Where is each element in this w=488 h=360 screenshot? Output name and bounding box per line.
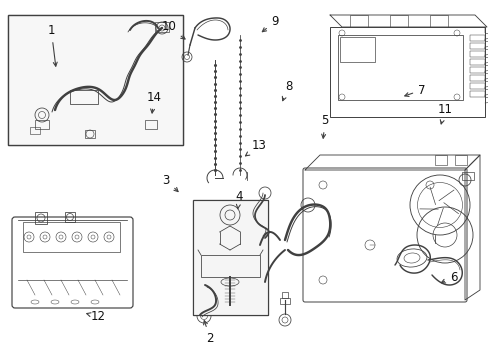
Bar — [65, 212, 75, 222]
Text: 8: 8 — [282, 80, 292, 101]
Bar — [469, 43, 484, 49]
Text: 1: 1 — [47, 24, 57, 66]
Bar — [434, 155, 446, 165]
Text: 9: 9 — [262, 15, 278, 32]
Bar — [469, 83, 484, 89]
Bar — [339, 37, 374, 62]
Text: 11: 11 — [437, 103, 451, 124]
Bar — [454, 155, 466, 165]
Bar — [469, 59, 484, 65]
Bar — [469, 51, 484, 57]
Bar — [85, 130, 95, 138]
Bar — [193, 200, 267, 315]
Bar — [280, 298, 289, 304]
Bar — [23, 222, 120, 252]
Bar — [469, 35, 484, 41]
Bar — [193, 200, 267, 315]
Bar — [469, 75, 484, 81]
Bar — [389, 15, 407, 27]
Text: 2: 2 — [203, 321, 214, 345]
Bar — [8, 15, 183, 145]
Bar — [35, 212, 47, 224]
Bar — [30, 127, 40, 134]
Text: 7: 7 — [404, 84, 425, 96]
Bar — [35, 120, 49, 129]
Text: 13: 13 — [245, 139, 266, 156]
Bar — [193, 200, 267, 315]
Text: 10: 10 — [161, 21, 184, 39]
Bar — [8, 15, 183, 145]
Bar — [70, 90, 98, 104]
Bar — [145, 120, 157, 129]
Bar — [337, 35, 462, 100]
Bar — [201, 255, 260, 277]
Bar — [349, 15, 367, 27]
Bar — [155, 22, 169, 32]
Text: 4: 4 — [235, 190, 243, 209]
Bar — [469, 91, 484, 97]
Bar — [461, 172, 473, 180]
Bar — [429, 15, 447, 27]
Text: 5: 5 — [321, 114, 328, 138]
Bar — [8, 15, 183, 145]
Text: 3: 3 — [162, 174, 178, 192]
Bar — [282, 292, 287, 298]
Text: 14: 14 — [146, 91, 161, 113]
Bar — [329, 27, 484, 117]
Text: 6: 6 — [440, 271, 456, 284]
Text: 12: 12 — [86, 310, 105, 323]
Bar — [469, 67, 484, 73]
